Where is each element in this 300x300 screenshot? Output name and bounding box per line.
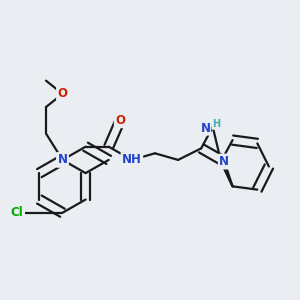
Text: N: N bbox=[58, 153, 68, 167]
Text: NH: NH bbox=[122, 153, 142, 167]
Text: N: N bbox=[200, 122, 211, 135]
Text: O: O bbox=[58, 87, 68, 101]
Text: O: O bbox=[115, 114, 125, 127]
Text: H: H bbox=[212, 119, 220, 129]
Text: Cl: Cl bbox=[11, 206, 24, 219]
Text: N: N bbox=[219, 155, 229, 168]
